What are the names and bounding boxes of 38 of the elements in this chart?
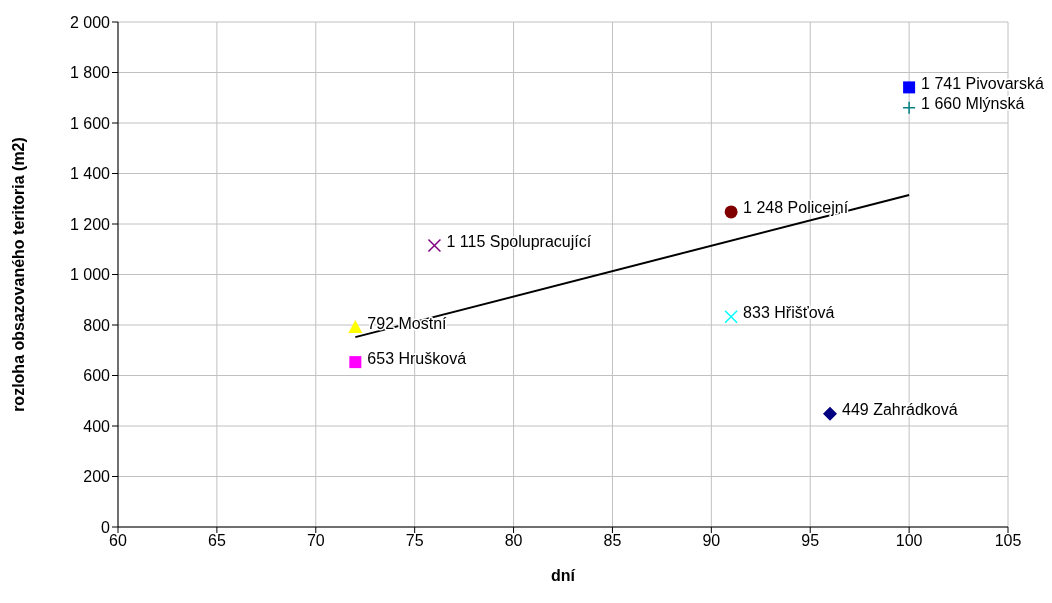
data-label: 1 115 Spolupracující: [446, 233, 592, 251]
y-axis-title: rozloha obsazovaného teritoria (m2): [9, 137, 27, 412]
y-tick-label: 1 000: [69, 266, 111, 284]
y-tick-label: 1 800: [69, 64, 111, 82]
x-tick-label: 75: [405, 532, 424, 550]
y-tick-label: 2 000: [69, 13, 111, 31]
data-label: 1 248 Policejní: [743, 199, 849, 217]
y-tick-label: 1 400: [69, 165, 111, 183]
point: [903, 81, 916, 94]
y-tick-label: 600: [83, 367, 111, 385]
y-tick-label: 0: [101, 518, 111, 536]
point: [427, 238, 442, 253]
x-tick-label: 80: [504, 532, 523, 550]
y-tick-label: 800: [83, 316, 111, 334]
x-tick-label: 70: [306, 532, 325, 550]
point: [349, 356, 362, 369]
x-tick-label: 65: [207, 532, 226, 550]
point: [902, 101, 916, 115]
y-tick-label: 1 200: [69, 215, 111, 233]
data-label: 833 Hřišťová: [743, 304, 835, 322]
data-label: 449 Zahrádková: [842, 401, 958, 419]
x-tick-label: 60: [109, 532, 127, 550]
x-axis-title: dní: [551, 567, 576, 584]
point: [724, 205, 738, 219]
data-label: 653 Hrušková: [367, 349, 467, 367]
x-tick-label: 95: [801, 532, 820, 550]
y-tick-label: 200: [83, 468, 111, 486]
x-tick-label: 85: [603, 532, 622, 550]
point: [823, 406, 837, 421]
x-tick-label: 105: [994, 532, 1022, 550]
data-label: 1 741 Pivovarská: [921, 75, 1044, 92]
x-tick-label: 100: [895, 532, 923, 550]
point: [348, 320, 363, 334]
data-label: 1 660 Mlýnská: [921, 95, 1025, 113]
y-tick-label: 400: [83, 417, 111, 435]
point: [724, 309, 738, 324]
x-tick-label: 90: [702, 532, 721, 550]
y-tick-label: 1 600: [69, 114, 111, 132]
